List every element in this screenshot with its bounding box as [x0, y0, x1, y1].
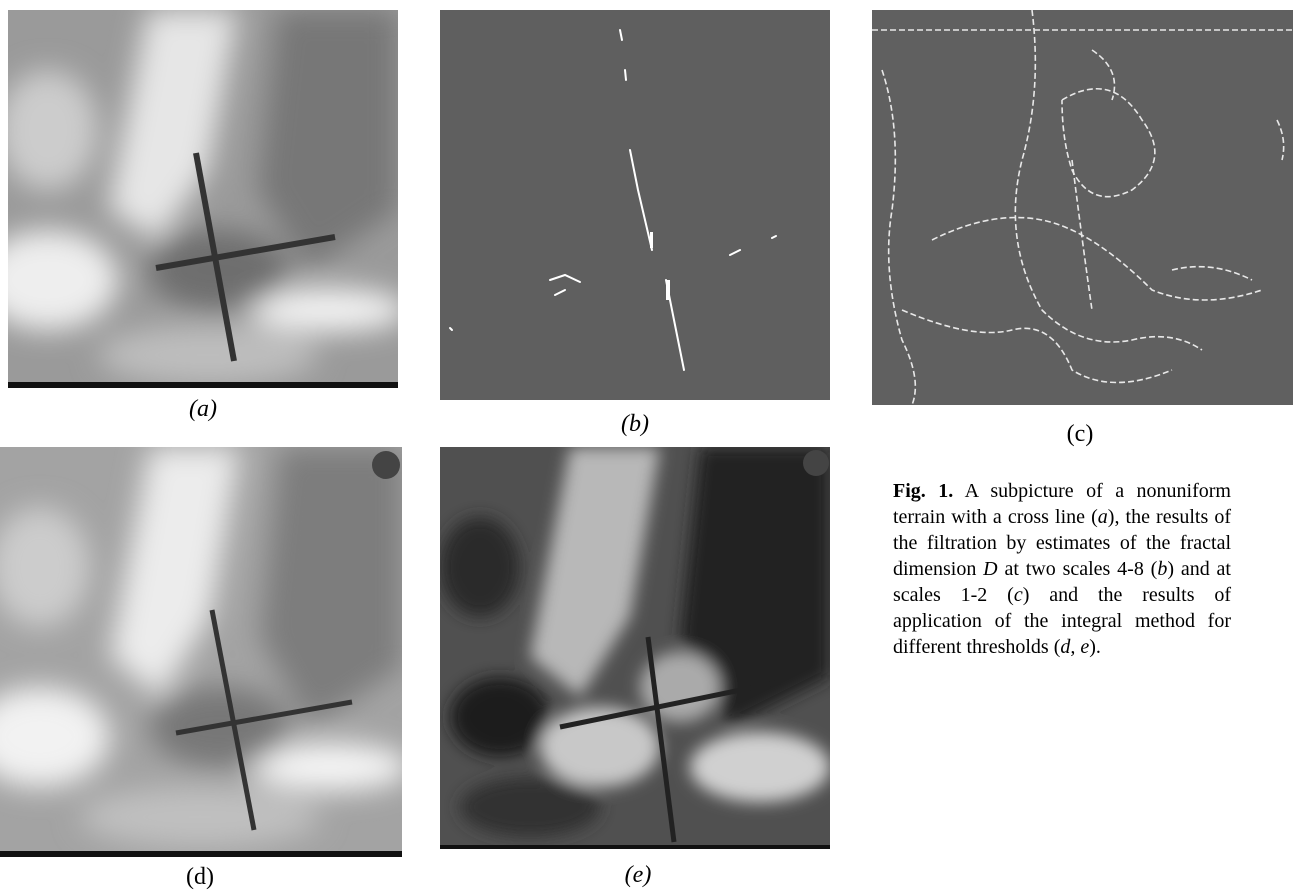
- image-c: [872, 10, 1293, 405]
- caption-ref: d, e: [1060, 636, 1089, 658]
- figure-caption: Fig. 1. A subpicture of a nonuniform ter…: [893, 478, 1231, 660]
- terrain-photo: [0, 447, 402, 857]
- caption-ref: c: [1014, 584, 1023, 606]
- panel-label: (b): [535, 411, 735, 438]
- panel-label: (e): [538, 862, 738, 889]
- panel-label: (a): [103, 396, 303, 423]
- image-a: [8, 10, 398, 388]
- image-d: [0, 447, 402, 857]
- image-e: [440, 447, 830, 849]
- panel-label: (c): [980, 421, 1180, 448]
- processed-image: [440, 447, 830, 849]
- caption-text: ).: [1089, 636, 1101, 658]
- filtered-image: [440, 10, 830, 400]
- image-b: [440, 10, 830, 400]
- terrain-photo: [8, 10, 398, 388]
- panel-label: (d): [100, 864, 300, 891]
- page: {"panels": [ {"label": "(a)"}, {"label":…: [0, 0, 1293, 891]
- caption-ref: a: [1098, 506, 1108, 528]
- caption-ref: b: [1157, 558, 1167, 580]
- caption-text: at two scales 4-8 (: [998, 558, 1158, 580]
- caption-symbol: D: [983, 558, 997, 580]
- caption-label: Fig. 1.: [893, 480, 953, 502]
- filtered-image: [872, 10, 1293, 405]
